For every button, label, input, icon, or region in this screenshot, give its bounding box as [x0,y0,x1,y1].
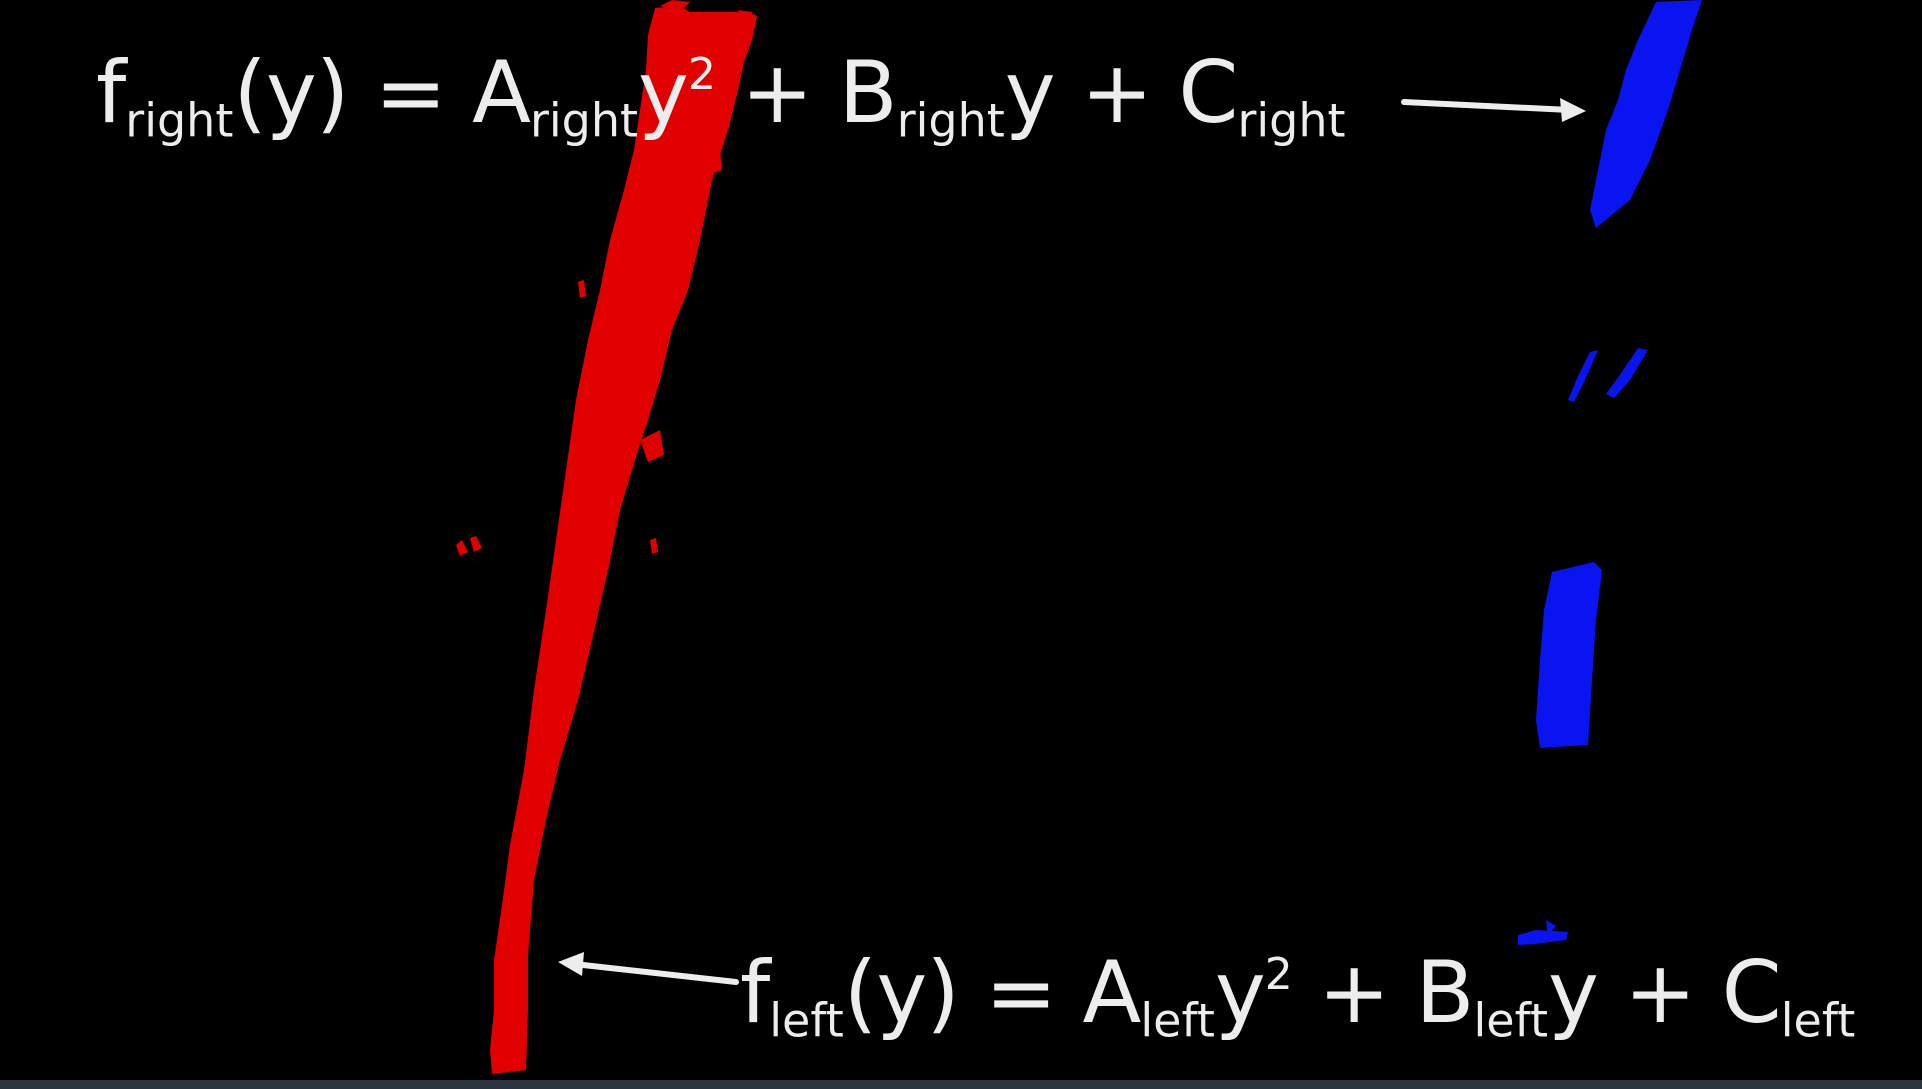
equation-exponent: 2 [687,49,716,100]
equation-y: y [1004,43,1056,143]
left-lane-edge-fragment [700,150,722,176]
equation-f: f [96,43,126,143]
left-lane-speck [470,536,482,552]
right-lane-dash-mid [1568,350,1598,402]
arrow-to-right-lane [1401,98,1586,122]
right-lane-segment-top [1590,0,1702,228]
equation-lhs: (y) = [233,43,473,143]
left-lane-edge-fragment [640,430,664,462]
right-lane-fragment-bottom [1518,930,1568,945]
equation-exponent: 2 [1264,949,1293,1000]
equation-a-subscript: left [1140,993,1215,1048]
left-lane-speck [456,540,468,556]
right-lane-segment-lower [1536,562,1602,748]
equation-y-squared: y [1214,943,1266,1043]
equation-c-subscript: right [1237,93,1346,148]
left-lane-speck [578,280,586,298]
equation-a-subscript: right [529,93,639,148]
left-lane-edge-fragment [738,10,756,28]
left-lane-equation: fleft(y) = Alefty2 + Blefty + Cleft [740,949,1855,1044]
equation-plus-b: + B [714,43,897,143]
equation-f-subscript: right [125,93,234,148]
left-lane-edge-fragment [660,0,690,12]
right-lane-equation: fright(y) = Arighty2 + Brighty + Cright [96,49,1346,144]
arrowhead-right-icon [1560,98,1586,122]
equation-plus-c: + C [1054,43,1238,143]
equation-y: y [1548,943,1599,1043]
equation-lhs: (y) = [843,943,1083,1043]
left-lane-pixels [490,6,757,1074]
arrowhead-left-icon [558,952,584,976]
equation-plus-b: + B [1291,943,1474,1043]
arrow-to-left-lane [558,952,739,985]
right-lane-fragment-bottom [1546,920,1556,936]
equation-a: A [1082,943,1142,1043]
equation-b-subscript: right [896,93,1005,148]
bottom-bar [0,1080,1922,1089]
equation-c-subscript: left [1780,993,1856,1048]
equation-f: f [740,943,770,1043]
equation-y-squared: y [638,43,689,143]
equation-f-subscript: left [769,993,844,1048]
equation-b-subscript: left [1473,993,1549,1048]
left-lane-speck [650,538,658,554]
equation-plus-c: + C [1597,943,1781,1043]
right-lane-dash-mid [1606,348,1648,398]
equation-a: A [472,43,531,143]
